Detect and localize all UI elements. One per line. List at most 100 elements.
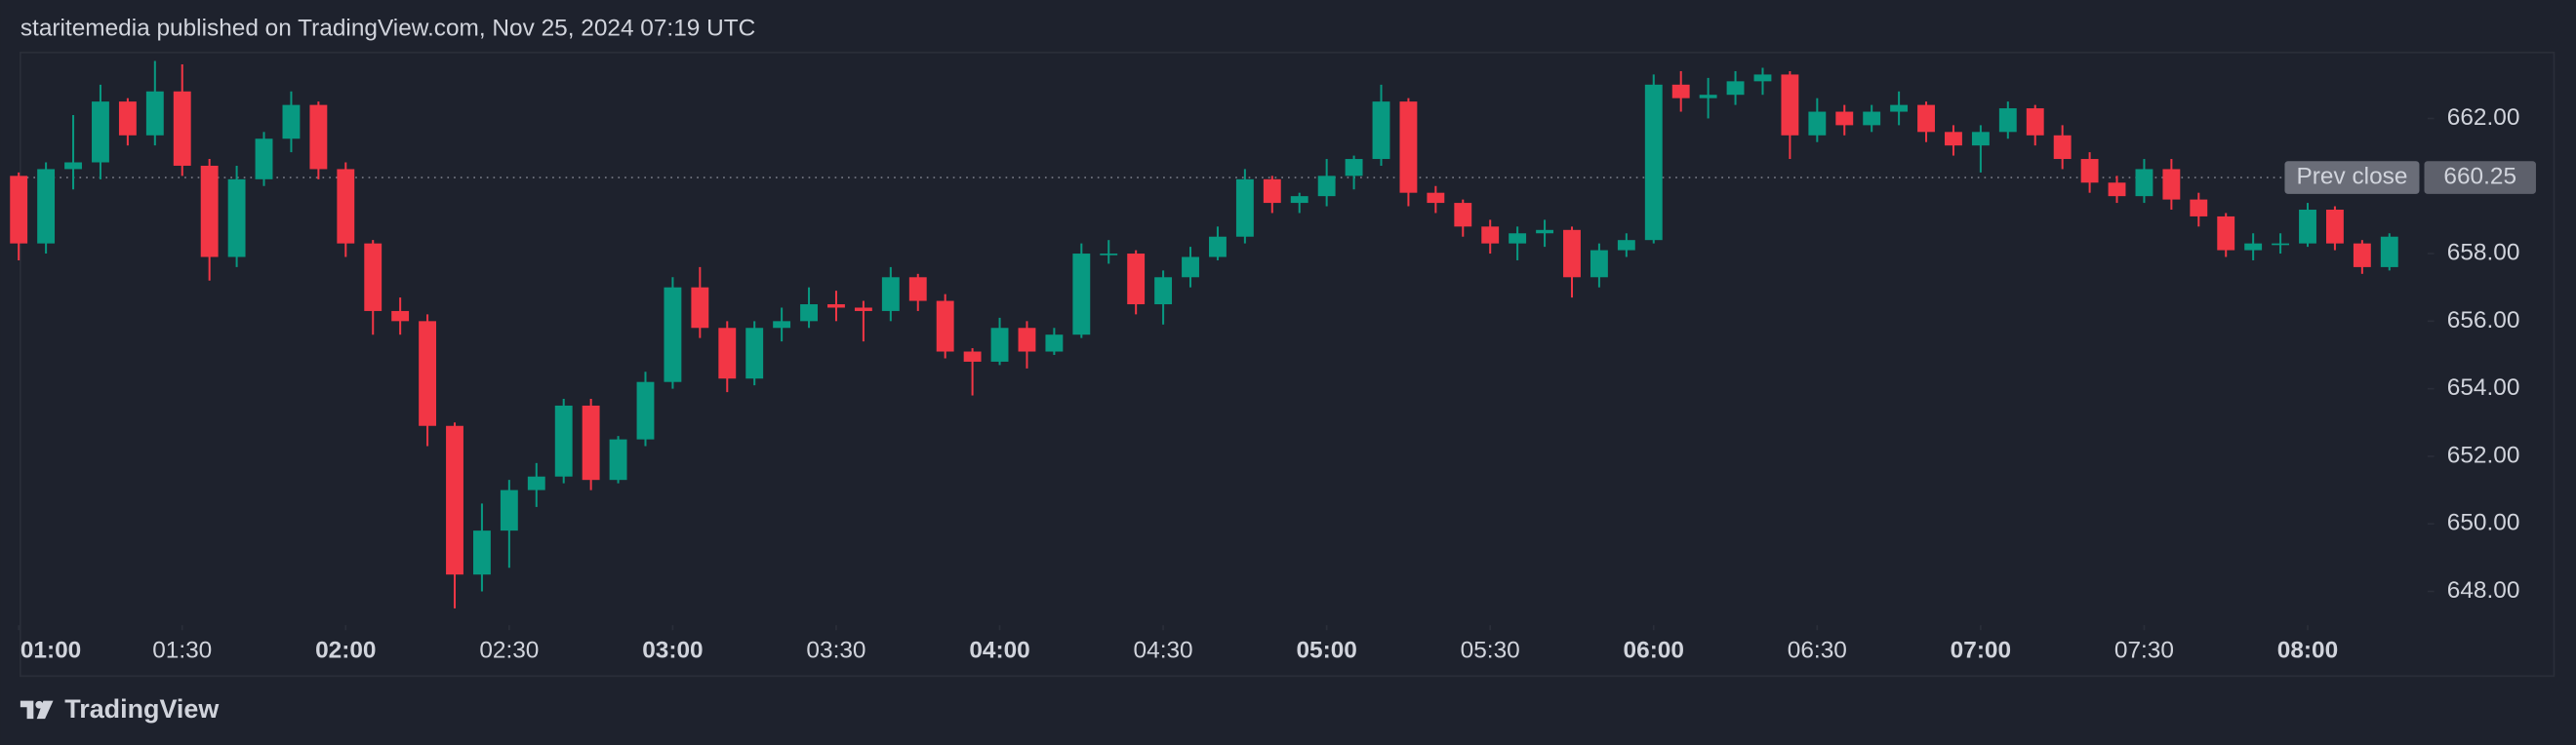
candle-body [1890, 104, 1909, 112]
candle-body [1154, 277, 1173, 305]
candle-body [936, 300, 954, 352]
candle-body [1726, 81, 1745, 96]
x-tick-label: 01:00 [20, 638, 81, 664]
candle-body [1617, 240, 1635, 251]
x-tick-label: 02:30 [479, 638, 539, 664]
chart-frame [20, 52, 2556, 678]
x-tick-label: 07:00 [1951, 638, 2011, 664]
candle-body [1835, 111, 1854, 126]
candle-body [1644, 84, 1663, 241]
candle-body [1045, 334, 1064, 352]
candle-body [1699, 95, 1717, 98]
candle-body [2053, 135, 2072, 160]
candle-body [1317, 176, 1336, 197]
candle-body [1127, 254, 1146, 305]
candle-body [2299, 210, 2316, 244]
candle-body [2080, 159, 2099, 183]
candle-body [64, 162, 82, 170]
candle-body [92, 101, 109, 163]
candle-body [773, 321, 791, 329]
candle-body [1290, 196, 1308, 204]
y-tick-label: 650.00 [2447, 510, 2520, 536]
candle-body [37, 169, 56, 244]
candle-body [1454, 203, 1472, 227]
candle-body [282, 104, 301, 139]
prev-close-tag [2284, 161, 2420, 194]
candle-body [1209, 236, 1227, 257]
x-tick-label: 01:30 [152, 638, 212, 664]
candle-body [1481, 226, 1500, 244]
candle-body [827, 304, 845, 308]
candle-body [1753, 74, 1772, 82]
candle-body [10, 176, 28, 244]
candle-body [419, 321, 437, 426]
candle-body [2244, 243, 2263, 251]
header-text: staritemedia published on TradingView.co… [20, 16, 755, 42]
candle-body [527, 476, 545, 490]
candle-body [854, 307, 872, 311]
candle-body [145, 91, 164, 136]
candle-body [1345, 159, 1363, 176]
candle-body [1509, 233, 1527, 244]
candle-body [881, 277, 900, 311]
logo-mark [20, 700, 34, 720]
candle-body [1563, 229, 1581, 278]
candle-body [309, 104, 328, 170]
candle-body [1945, 132, 1962, 146]
logo-dot [35, 700, 44, 709]
x-tick-label: 05:00 [1296, 638, 1356, 664]
plot-area: 648.00 650.00 652.00 654.00 656.00 658.00 660.… [10, 60, 2536, 664]
candle-body [1399, 101, 1418, 193]
candle-body [446, 425, 463, 575]
prev-close-value-tag [2424, 161, 2536, 194]
x-tick-label: 06:30 [1788, 638, 1847, 664]
y-tick-label: 648.00 [2447, 577, 2520, 604]
candle-body [2190, 199, 2208, 216]
logo-slash [36, 700, 54, 720]
candle-body [1808, 111, 1827, 136]
candle-body [745, 328, 764, 379]
candle-body [1182, 256, 1199, 278]
candle-body [1235, 178, 1254, 237]
candle-body [664, 287, 682, 382]
candle-body [691, 287, 709, 329]
candle-body [2380, 236, 2398, 267]
y-tick-label: 658.00 [2447, 239, 2520, 265]
candle-body [1863, 111, 1881, 126]
y-tick-label: 652.00 [2447, 442, 2520, 468]
x-tick-label: 04:00 [969, 638, 1029, 664]
candle-body [718, 328, 737, 379]
candle-body [1536, 229, 1553, 234]
candle-body [800, 304, 818, 322]
candle-body [391, 310, 410, 322]
candle-body [227, 178, 246, 257]
x-tick-label: 08:00 [2277, 638, 2338, 664]
y-tick-label: 654.00 [2447, 374, 2520, 401]
y-tick-label: 656.00 [2447, 307, 2520, 333]
logo [20, 700, 54, 720]
candle-body [990, 328, 1009, 362]
candle-body [500, 490, 518, 531]
candle-body [173, 91, 191, 166]
candle-body [1018, 328, 1036, 352]
candle-body [200, 165, 219, 257]
candle-body [2353, 243, 2371, 267]
candle-body [1263, 178, 1281, 204]
candle-body [2325, 210, 2344, 244]
x-tick-label: 04:30 [1134, 638, 1193, 664]
candle-body [255, 138, 273, 179]
candle-body [1372, 101, 1390, 160]
candle-body [1072, 254, 1091, 335]
candle-body [472, 530, 491, 575]
candle-body [582, 405, 600, 481]
candle-body [1971, 132, 1990, 146]
candle-body [2108, 182, 2126, 197]
prev-close-value: 660.25 [2443, 164, 2516, 190]
candle-body [2135, 169, 2153, 197]
candle-body [609, 439, 627, 481]
candle-body [636, 381, 655, 440]
candle-body [1917, 104, 1935, 133]
x-tick-label: 02:00 [315, 638, 376, 664]
